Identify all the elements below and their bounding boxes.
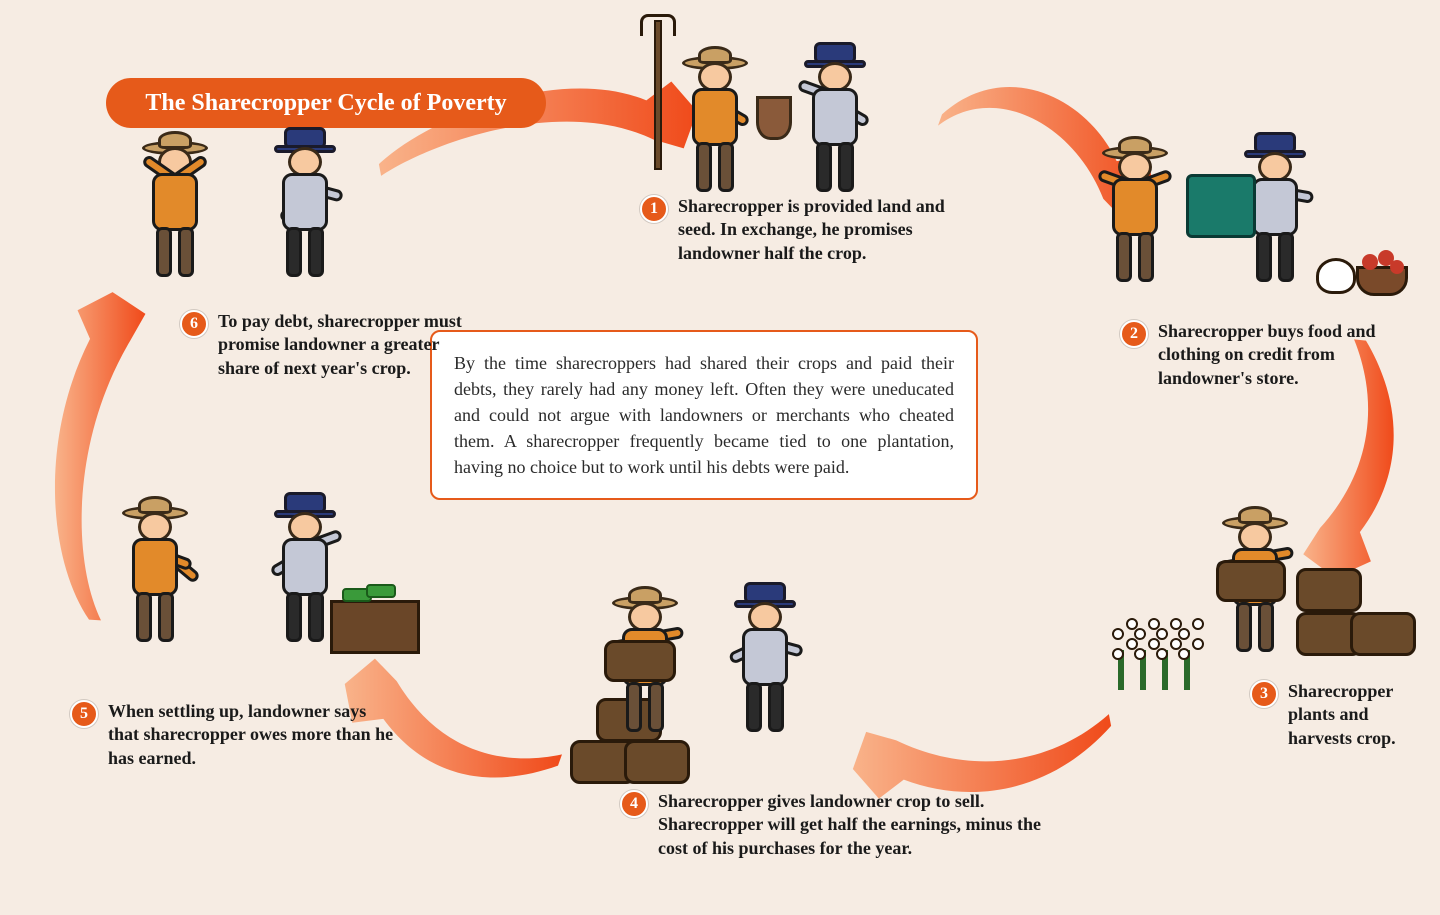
barrel-icon (1296, 568, 1362, 612)
counter-icon (330, 600, 420, 654)
step-badge-4: 4 (620, 790, 648, 818)
step-2: 2 Sharecropper buys food and clothing on… (1120, 320, 1400, 390)
scene-6 (140, 135, 400, 315)
sharecropper-figure (680, 50, 750, 200)
step-text-6: To pay debt, sharecropper must promise l… (218, 310, 480, 380)
landowner-figure (270, 135, 340, 285)
scene-1 (670, 40, 920, 220)
barrel-icon (604, 640, 676, 682)
landowner-figure (800, 50, 870, 200)
pitchfork-icon (654, 20, 662, 170)
diagram-title: The Sharecropper Cycle of Poverty (106, 78, 546, 128)
scene-5 (120, 490, 410, 690)
money-icon (366, 584, 396, 598)
step-text-2: Sharecropper buys food and clothing on c… (1158, 320, 1400, 390)
step-5: 5 When settling up, landowner says that … (70, 700, 400, 770)
sharecropper-figure (610, 590, 680, 740)
sharecropper-figure (120, 500, 190, 650)
center-explainer-text: By the time sharecroppers had shared the… (454, 353, 954, 477)
step-4: 4 Sharecropper gives landowner crop to s… (620, 790, 1050, 860)
step-badge-2: 2 (1120, 320, 1148, 348)
cotton-plant-icon (1140, 650, 1146, 690)
clothing-icon (1186, 174, 1256, 238)
step-badge-5: 5 (70, 700, 98, 728)
produce-icon (1362, 254, 1378, 270)
cotton-plant-icon (1184, 650, 1190, 690)
barrel-icon (1350, 612, 1416, 656)
produce-icon (1390, 260, 1404, 274)
sharecropper-figure (1100, 140, 1170, 290)
seed-bag-icon (756, 96, 792, 140)
barrel-icon (1216, 560, 1286, 602)
scene-2 (1100, 120, 1400, 320)
landowner-figure (730, 590, 800, 740)
sharecropper-figure (1220, 510, 1290, 660)
cotton-plant-icon (1162, 650, 1168, 690)
sharecropper-figure (140, 135, 210, 285)
step-6: 6 To pay debt, sharecropper must promise… (180, 310, 480, 380)
center-explainer: By the time sharecroppers had shared the… (430, 330, 978, 500)
scene-3 (1110, 500, 1410, 700)
scene-4 (570, 590, 850, 790)
step-badge-1: 1 (640, 195, 668, 223)
cotton-plant-icon (1118, 650, 1124, 690)
step-text-5: When settling up, landowner says that sh… (108, 700, 400, 770)
cycle-arrow (853, 714, 1111, 799)
step-text-4: Sharecropper gives landowner crop to sel… (658, 790, 1050, 860)
diagram-title-text: The Sharecropper Cycle of Poverty (145, 90, 506, 117)
barrel-icon (624, 740, 690, 784)
chicken-icon (1316, 258, 1356, 294)
